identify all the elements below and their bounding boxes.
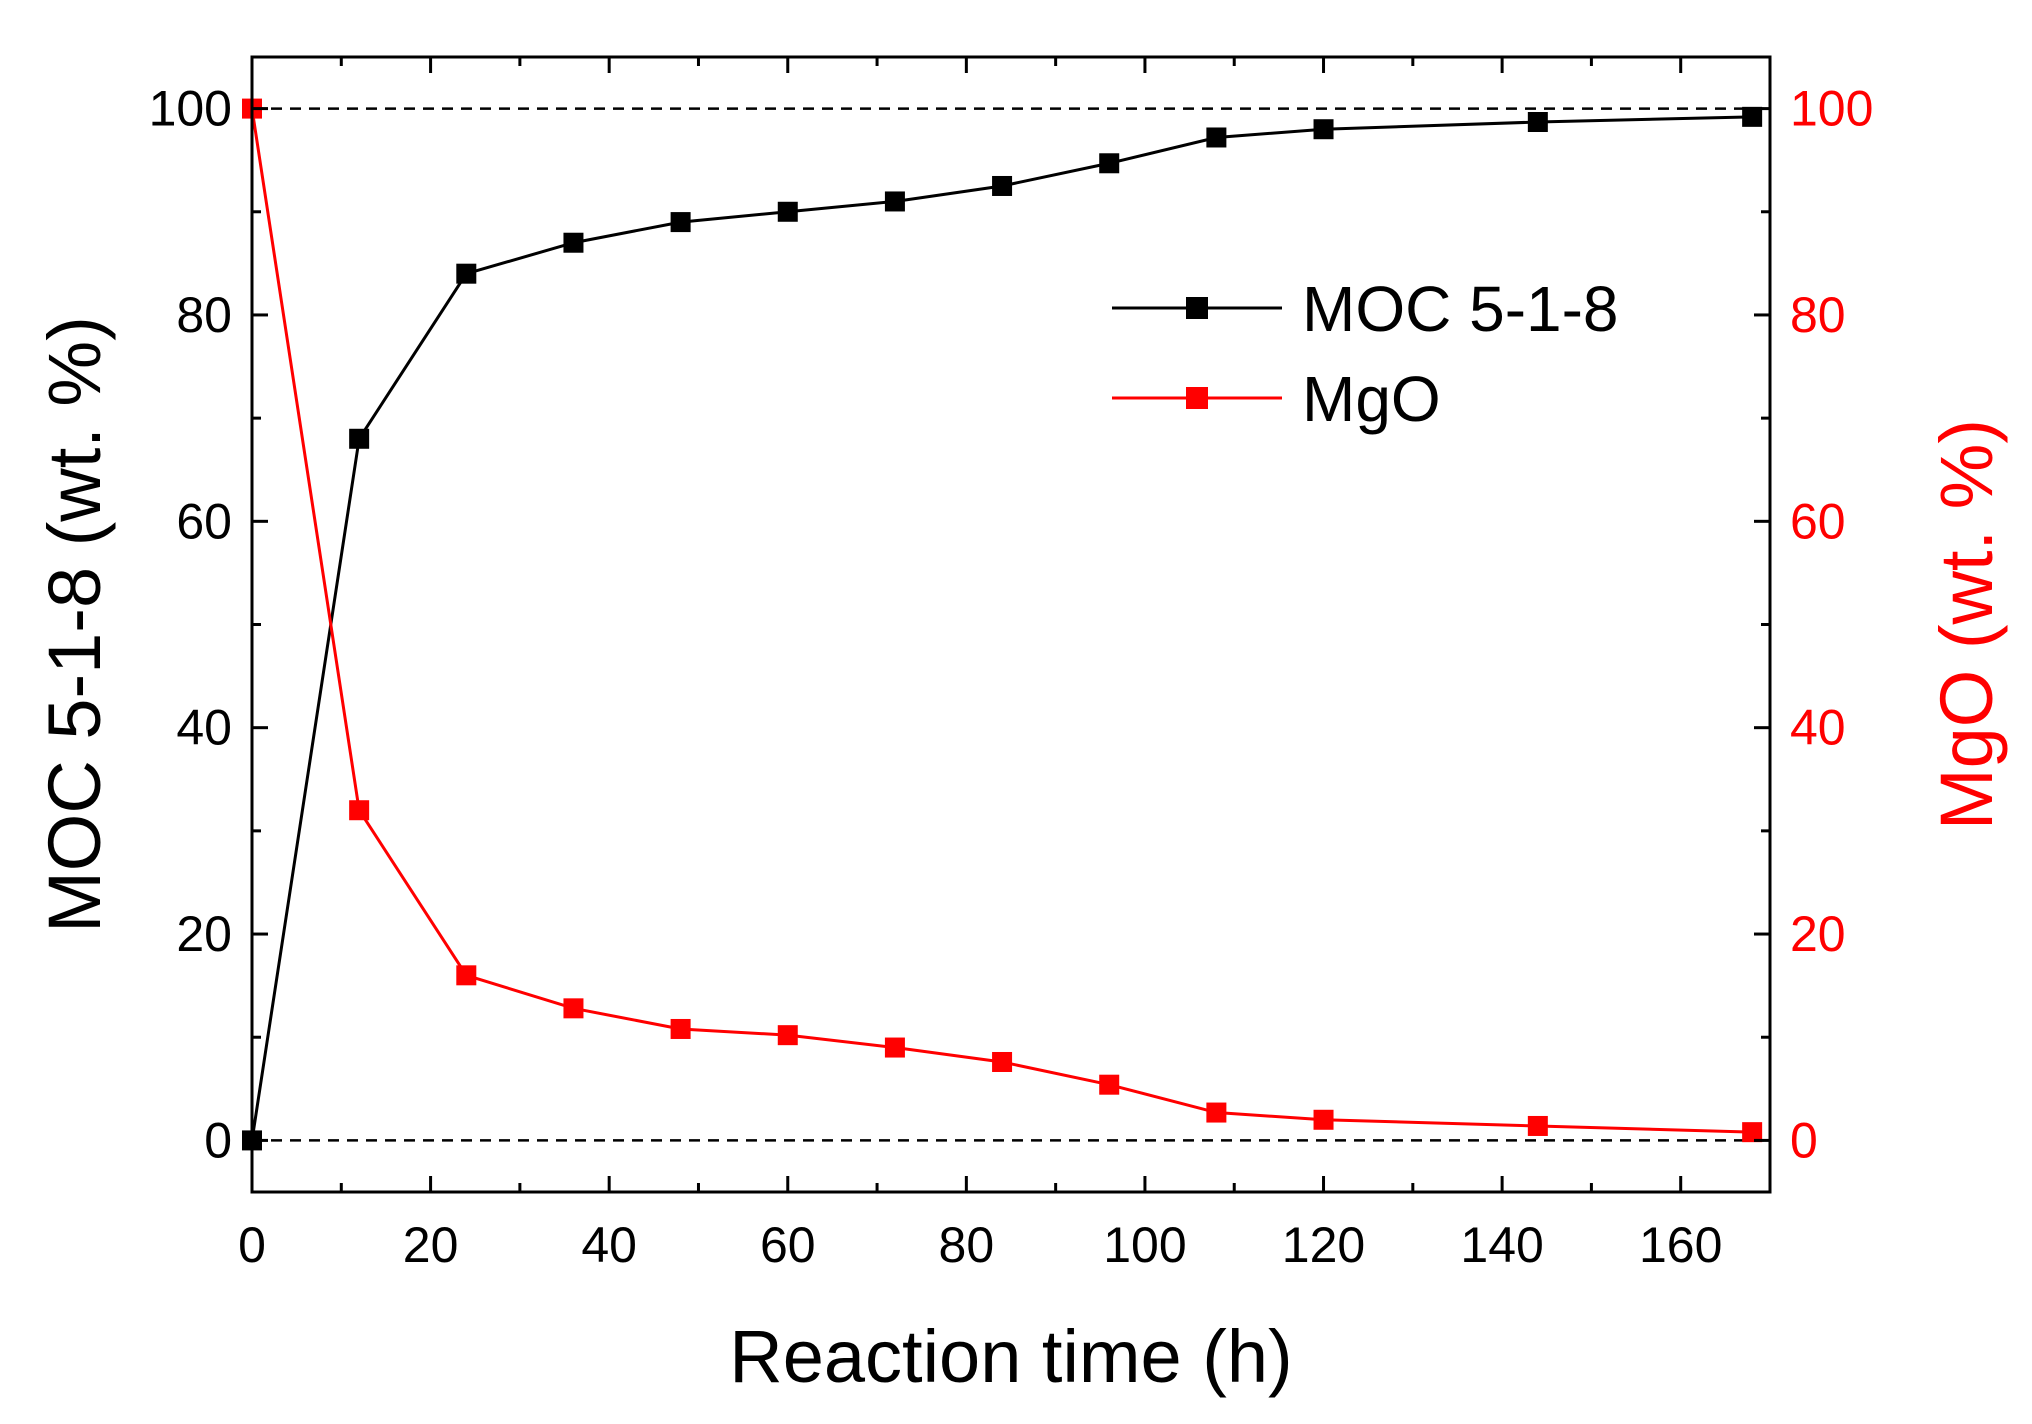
series-0-point: [670, 212, 691, 233]
series-1-point: [670, 1018, 691, 1039]
legend-marker-0: [1186, 297, 1208, 319]
series-1-point: [456, 965, 477, 986]
y-left-tick-label: 80: [176, 287, 232, 343]
x-axis-ticks: 0 20 40 60 80 100 120 140 160: [238, 57, 1722, 1273]
x-tick-label: 100: [1103, 1217, 1186, 1273]
series-0-point: [884, 191, 905, 212]
series-1-point: [349, 800, 370, 821]
y-axis-left-ticks: 0 20 40 60 80 100: [149, 81, 268, 1168]
legend-marker-1: [1186, 387, 1208, 409]
x-tick-label: 20: [403, 1217, 459, 1273]
series-1-point: [1313, 1109, 1334, 1130]
series-1-point: [1742, 1122, 1763, 1143]
series-1-point: [1099, 1074, 1120, 1095]
series-1-point: [1527, 1115, 1548, 1136]
series-1-point: [1206, 1102, 1227, 1123]
series-0-point: [1313, 119, 1334, 140]
series-0-point: [992, 175, 1013, 196]
legend: MOC 5-1-8 MgO: [1112, 273, 1619, 435]
y-left-tick-label: 40: [176, 700, 232, 756]
series-markers: [242, 98, 1763, 1151]
y-right-tick-label: 100: [1790, 81, 1873, 137]
y-right-tick-label: 20: [1790, 906, 1846, 962]
y-left-tick-label: 100: [149, 81, 232, 137]
y-axis-left-title: MOC 5-1-8 (wt. %): [33, 316, 116, 933]
series-1-point: [777, 1025, 798, 1046]
y-right-tick-label: 0: [1790, 1112, 1818, 1168]
series-1-point: [563, 998, 584, 1019]
y-left-tick-label: 60: [176, 493, 232, 549]
x-axis-title: Reaction time (h): [729, 1315, 1292, 1398]
legend-label-0: MOC 5-1-8: [1302, 273, 1619, 345]
series-1-point: [884, 1037, 905, 1058]
series-0-point: [1099, 153, 1120, 174]
series-0-point: [349, 428, 370, 449]
series-0-point: [1527, 112, 1548, 133]
x-tick-label: 120: [1282, 1217, 1365, 1273]
x-tick-label: 80: [939, 1217, 995, 1273]
y-right-tick-label: 60: [1790, 493, 1846, 549]
y-axis-right-ticks: 0 20 40 60 80 100: [1754, 81, 1873, 1168]
series-0-point: [1206, 127, 1227, 148]
x-tick-label: 40: [581, 1217, 637, 1273]
y-axis-right-title: MgO (wt. %): [1925, 419, 2008, 830]
x-tick-label: 140: [1460, 1217, 1543, 1273]
y-right-tick-label: 40: [1790, 700, 1846, 756]
x-tick-label: 0: [238, 1217, 266, 1273]
series-0-point: [563, 232, 584, 253]
y-right-tick-label: 80: [1790, 287, 1846, 343]
y-left-tick-label: 0: [204, 1112, 232, 1168]
x-tick-label: 160: [1639, 1217, 1722, 1273]
series-0-point: [1742, 106, 1763, 127]
series-0-point: [777, 201, 798, 222]
series-0-point: [456, 263, 477, 284]
series-1-point: [992, 1051, 1013, 1072]
y-left-tick-label: 20: [176, 906, 232, 962]
x-tick-label: 60: [760, 1217, 816, 1273]
legend-label-1: MgO: [1302, 363, 1441, 435]
reference-lines: [252, 107, 1770, 1142]
